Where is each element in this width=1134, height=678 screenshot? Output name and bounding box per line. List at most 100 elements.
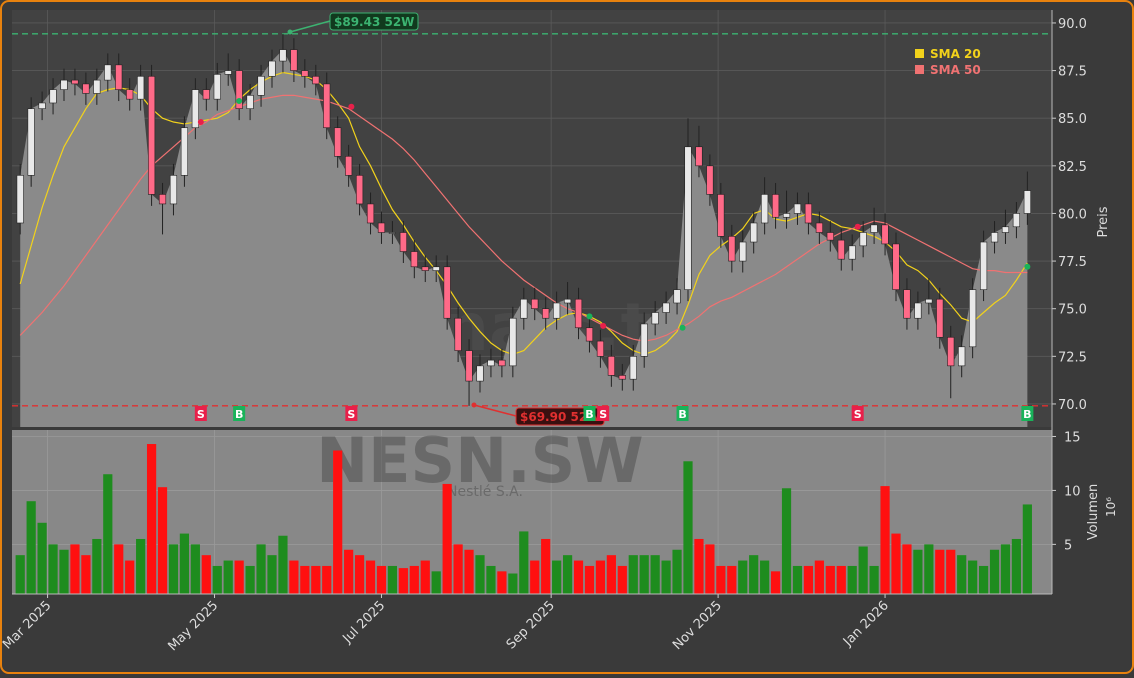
candle-body	[563, 298, 572, 304]
volume-bar	[650, 555, 660, 594]
legend-swatch	[915, 65, 924, 74]
candle-body	[958, 346, 966, 367]
candle-body	[16, 175, 24, 224]
y-tick-label: 90.0	[1058, 17, 1087, 32]
candle-body	[903, 289, 911, 319]
volume-bar	[836, 565, 846, 594]
candle-body	[750, 222, 758, 243]
volume-bar	[519, 531, 529, 594]
volume-bar	[562, 555, 573, 594]
volume-bar	[803, 565, 814, 594]
candle-body	[191, 89, 199, 129]
candle-body	[771, 194, 780, 218]
candle-body	[454, 317, 462, 351]
candle-body	[235, 70, 243, 109]
candle-body	[782, 213, 791, 218]
volume-bar	[256, 544, 266, 594]
candle-body	[925, 298, 933, 304]
volume-bar	[344, 549, 354, 594]
volume-bar	[442, 483, 452, 594]
volume-bar	[234, 560, 244, 594]
volume-bar	[891, 533, 901, 594]
volume-bar	[475, 555, 485, 594]
candle-body	[312, 75, 320, 85]
signal-dot	[679, 324, 686, 331]
volume-bar	[530, 560, 540, 594]
volume-bar	[814, 560, 824, 594]
signal-badge	[233, 406, 246, 421]
candle-body	[246, 95, 254, 109]
volume-bar	[70, 544, 80, 594]
volume-bar	[781, 488, 792, 594]
volume-bar	[289, 560, 299, 594]
volume-bar	[639, 555, 649, 594]
y-tick-label: 87.5	[1058, 65, 1087, 80]
candle-body	[1023, 190, 1031, 214]
candle-body	[49, 89, 57, 104]
candle-body	[509, 317, 517, 367]
candle-body	[826, 232, 834, 241]
y-tick-label: 77.5	[1058, 255, 1087, 270]
volume-bar	[989, 549, 1000, 594]
volume-bar	[672, 549, 682, 594]
candle-body	[870, 224, 878, 233]
volume-bar	[606, 555, 616, 594]
y-tick-label: 80.0	[1058, 207, 1087, 222]
candle-body	[202, 89, 210, 100]
volume-bar	[365, 560, 376, 594]
volume-bar	[464, 549, 474, 594]
volume-bar	[880, 486, 890, 594]
volume-bar	[727, 565, 737, 594]
volume-bar	[694, 538, 704, 594]
signal-label: S	[347, 408, 355, 421]
candle-body	[739, 241, 747, 262]
legend-swatch	[915, 49, 924, 58]
candle-body	[257, 75, 265, 96]
candle-body	[1012, 213, 1021, 228]
volume-bar	[245, 565, 255, 594]
candle-body	[848, 245, 856, 260]
y-tick-label: 70.0	[1058, 398, 1087, 413]
signal-label: B	[235, 408, 243, 421]
signal-badge	[676, 406, 689, 421]
volume-bar	[15, 555, 25, 594]
candle-body	[345, 156, 353, 176]
volume-bar	[37, 522, 47, 594]
volume-bar	[913, 549, 923, 594]
candle-body	[126, 89, 134, 100]
volume-bar	[168, 544, 179, 594]
candle-body	[377, 222, 386, 233]
legend-label: SMA 20	[930, 47, 981, 61]
volume-bar	[935, 549, 945, 594]
volume-bar	[924, 544, 934, 594]
candle-body	[388, 232, 397, 234]
candle-body	[892, 243, 900, 290]
volume-bar	[267, 555, 277, 594]
volume-bar	[136, 538, 146, 594]
volume-bar	[26, 501, 36, 594]
volume-bar	[902, 544, 912, 594]
signal-label: S	[599, 408, 607, 421]
volume-bar	[628, 555, 638, 594]
volume-bar	[1011, 538, 1022, 594]
candle-body	[224, 70, 232, 75]
volume-bar	[223, 560, 233, 594]
annotation-arrow	[289, 20, 331, 33]
annotation-label: $89.43 52W	[334, 15, 414, 29]
volume-bar	[541, 538, 551, 594]
volume-bar	[146, 444, 157, 594]
volume-bar	[749, 555, 759, 594]
candle-body	[553, 302, 561, 319]
signal-badge	[597, 406, 610, 421]
volume-bar	[201, 555, 211, 594]
candle-body	[279, 49, 287, 62]
volume-bar	[792, 565, 803, 594]
volume-bar	[387, 565, 398, 594]
volume-bar	[825, 565, 835, 594]
volume-bar	[409, 565, 419, 594]
candle-body	[629, 356, 637, 380]
candle-body	[115, 64, 123, 90]
signal-dot	[197, 119, 204, 126]
signal-badge	[1021, 406, 1034, 421]
